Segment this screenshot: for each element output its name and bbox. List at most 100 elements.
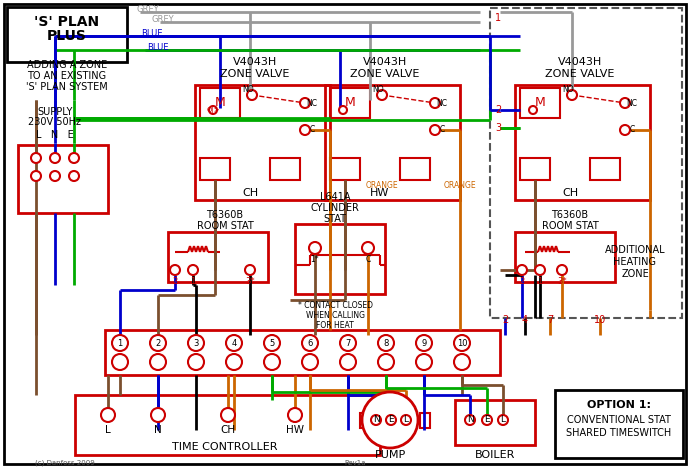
- Text: 230V 50Hz: 230V 50Hz: [28, 117, 81, 127]
- Circle shape: [247, 90, 257, 100]
- Circle shape: [620, 98, 630, 108]
- Circle shape: [416, 354, 432, 370]
- Text: 10: 10: [457, 338, 467, 348]
- Text: C: C: [309, 125, 315, 134]
- Text: BLUE: BLUE: [147, 44, 169, 52]
- Circle shape: [188, 354, 204, 370]
- Text: M: M: [344, 96, 355, 110]
- Text: L641A: L641A: [319, 192, 351, 202]
- Circle shape: [50, 171, 60, 181]
- Text: ZONE VALVE: ZONE VALVE: [545, 69, 615, 79]
- Circle shape: [430, 125, 440, 135]
- Bar: [7, 7, 127, 62]
- Circle shape: [245, 265, 255, 275]
- Circle shape: [498, 415, 508, 425]
- Text: CONVENTIONAL STAT: CONVENTIONAL STAT: [567, 415, 671, 425]
- Text: FOR HEAT: FOR HEAT: [316, 321, 354, 329]
- Circle shape: [226, 354, 242, 370]
- Text: T6360B: T6360B: [551, 210, 589, 220]
- Circle shape: [378, 354, 394, 370]
- Bar: [515, 85, 650, 200]
- Circle shape: [309, 242, 321, 254]
- Circle shape: [339, 106, 347, 114]
- Bar: [330, 158, 360, 180]
- Text: 7: 7: [345, 338, 351, 348]
- Text: ZONE VALVE: ZONE VALVE: [220, 69, 290, 79]
- Text: Rev1a: Rev1a: [344, 460, 366, 466]
- Circle shape: [465, 415, 475, 425]
- Text: NC: NC: [306, 98, 317, 108]
- Text: 1: 1: [538, 278, 542, 286]
- Text: 4: 4: [522, 315, 528, 325]
- Text: 1: 1: [190, 278, 196, 286]
- Text: M: M: [215, 96, 226, 110]
- Text: N: N: [154, 425, 162, 435]
- Circle shape: [620, 125, 630, 135]
- Text: ADDING A ZONE: ADDING A ZONE: [27, 60, 107, 70]
- Text: TO AN EXISTING: TO AN EXISTING: [28, 71, 106, 81]
- Text: C: C: [440, 125, 444, 134]
- Bar: [75, 395, 380, 455]
- Circle shape: [300, 98, 310, 108]
- Circle shape: [482, 415, 492, 425]
- Circle shape: [517, 265, 527, 275]
- Circle shape: [151, 408, 165, 422]
- Text: (c) Danfoss 2009: (c) Danfoss 2009: [35, 460, 95, 466]
- Circle shape: [221, 408, 235, 422]
- Text: L: L: [404, 416, 408, 424]
- Circle shape: [112, 354, 128, 370]
- Text: HW: HW: [371, 188, 390, 198]
- Text: * CONTACT CLOSED: * CONTACT CLOSED: [297, 300, 373, 309]
- Circle shape: [535, 265, 545, 275]
- Circle shape: [31, 171, 41, 181]
- Text: C: C: [366, 256, 371, 264]
- Text: L: L: [500, 416, 506, 424]
- Circle shape: [188, 265, 198, 275]
- Text: C: C: [629, 125, 635, 134]
- Text: ZONE: ZONE: [621, 269, 649, 279]
- Bar: [330, 88, 370, 118]
- Text: CH: CH: [562, 188, 578, 198]
- Text: 'S' PLAN SYSTEM: 'S' PLAN SYSTEM: [26, 82, 108, 92]
- Text: NO: NO: [562, 86, 574, 95]
- Circle shape: [150, 354, 166, 370]
- Text: CH: CH: [242, 188, 258, 198]
- Bar: [400, 158, 430, 180]
- Circle shape: [302, 335, 318, 351]
- Text: ORANGE: ORANGE: [366, 181, 398, 190]
- Circle shape: [112, 335, 128, 351]
- Text: E: E: [388, 416, 394, 424]
- Circle shape: [362, 242, 374, 254]
- Text: 2: 2: [172, 278, 177, 286]
- Circle shape: [371, 415, 381, 425]
- Text: WHEN CALLING: WHEN CALLING: [306, 310, 364, 320]
- Bar: [270, 158, 300, 180]
- Text: N: N: [373, 416, 380, 424]
- Bar: [360, 413, 370, 428]
- Text: NC: NC: [437, 98, 448, 108]
- Circle shape: [377, 90, 387, 100]
- Circle shape: [264, 335, 280, 351]
- Bar: [420, 413, 430, 428]
- Text: NC: NC: [627, 98, 638, 108]
- Text: ROOM STAT: ROOM STAT: [542, 221, 598, 231]
- Circle shape: [101, 408, 115, 422]
- Circle shape: [69, 171, 79, 181]
- Bar: [490, 8, 682, 318]
- Text: L   N   E: L N E: [36, 130, 74, 140]
- Text: 2: 2: [520, 278, 524, 286]
- Bar: [168, 232, 268, 282]
- Circle shape: [340, 335, 356, 351]
- Text: OPTION 1:: OPTION 1:: [587, 400, 651, 410]
- Circle shape: [340, 354, 356, 370]
- Circle shape: [188, 335, 204, 351]
- Bar: [555, 390, 683, 458]
- Text: 3: 3: [193, 338, 199, 348]
- Circle shape: [302, 354, 318, 370]
- Text: 1: 1: [495, 13, 501, 23]
- Text: PUMP: PUMP: [375, 450, 406, 460]
- Text: 10: 10: [594, 315, 606, 325]
- Bar: [18, 145, 108, 213]
- Text: HW: HW: [286, 425, 304, 435]
- Text: SHARED TIMESWITCH: SHARED TIMESWITCH: [566, 428, 671, 438]
